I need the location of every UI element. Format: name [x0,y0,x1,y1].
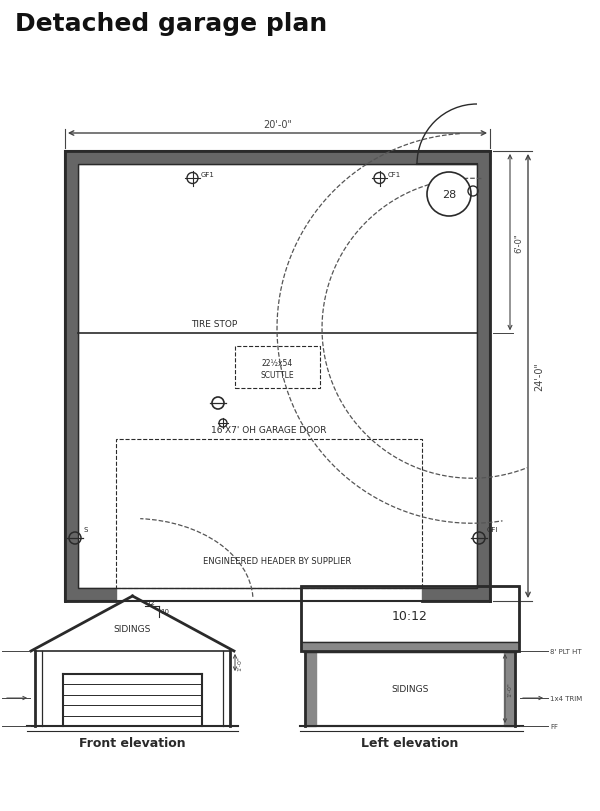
Text: 8' PLT HT: 8' PLT HT [550,648,581,654]
Text: SCUTTLE: SCUTTLE [260,371,295,380]
Text: 28: 28 [442,190,456,200]
Polygon shape [65,588,116,601]
Bar [301,586,519,651]
Polygon shape [65,152,490,165]
Polygon shape [477,152,490,601]
Bar [235,346,320,388]
Polygon shape [65,152,78,601]
Bar [65,152,490,601]
Text: TIRE STOP: TIRE STOP [191,320,237,328]
Text: 1'-0": 1'-0" [507,681,512,696]
Polygon shape [305,651,316,726]
Text: Detached garage plan: Detached garage plan [15,12,327,36]
Text: 22½x54: 22½x54 [262,359,293,368]
Polygon shape [422,588,490,601]
Text: Front elevation: Front elevation [79,736,186,749]
Text: 24'-0": 24'-0" [534,362,544,391]
Text: ENGINEERED HEADER BY SUPPLIER: ENGINEERED HEADER BY SUPPLIER [203,556,352,565]
Text: GF1: GF1 [201,172,215,178]
Text: CF1: CF1 [388,172,401,178]
Text: 10:12: 10:12 [392,609,428,622]
Polygon shape [301,642,519,651]
Text: 1'-0": 1'-0" [237,655,242,670]
Text: 20'-0": 20'-0" [263,120,292,130]
Text: FF: FF [550,723,558,729]
Bar [116,440,422,588]
Text: S: S [83,526,88,532]
Polygon shape [504,651,515,726]
Text: GFI: GFI [487,526,499,532]
Text: 12: 12 [146,599,155,605]
Text: 16'X7' OH GARAGE DOOR: 16'X7' OH GARAGE DOOR [211,426,327,435]
Bar [301,586,519,642]
Text: 6'-0": 6'-0" [514,233,523,252]
Circle shape [427,173,471,217]
Text: Left elevation: Left elevation [361,736,458,749]
Text: SIDINGS: SIDINGS [391,684,428,693]
Bar [78,165,477,588]
Text: 1x4 TRIM: 1x4 TRIM [550,695,582,702]
Text: SIDINGS: SIDINGS [114,624,151,633]
Text: 10: 10 [161,608,170,614]
